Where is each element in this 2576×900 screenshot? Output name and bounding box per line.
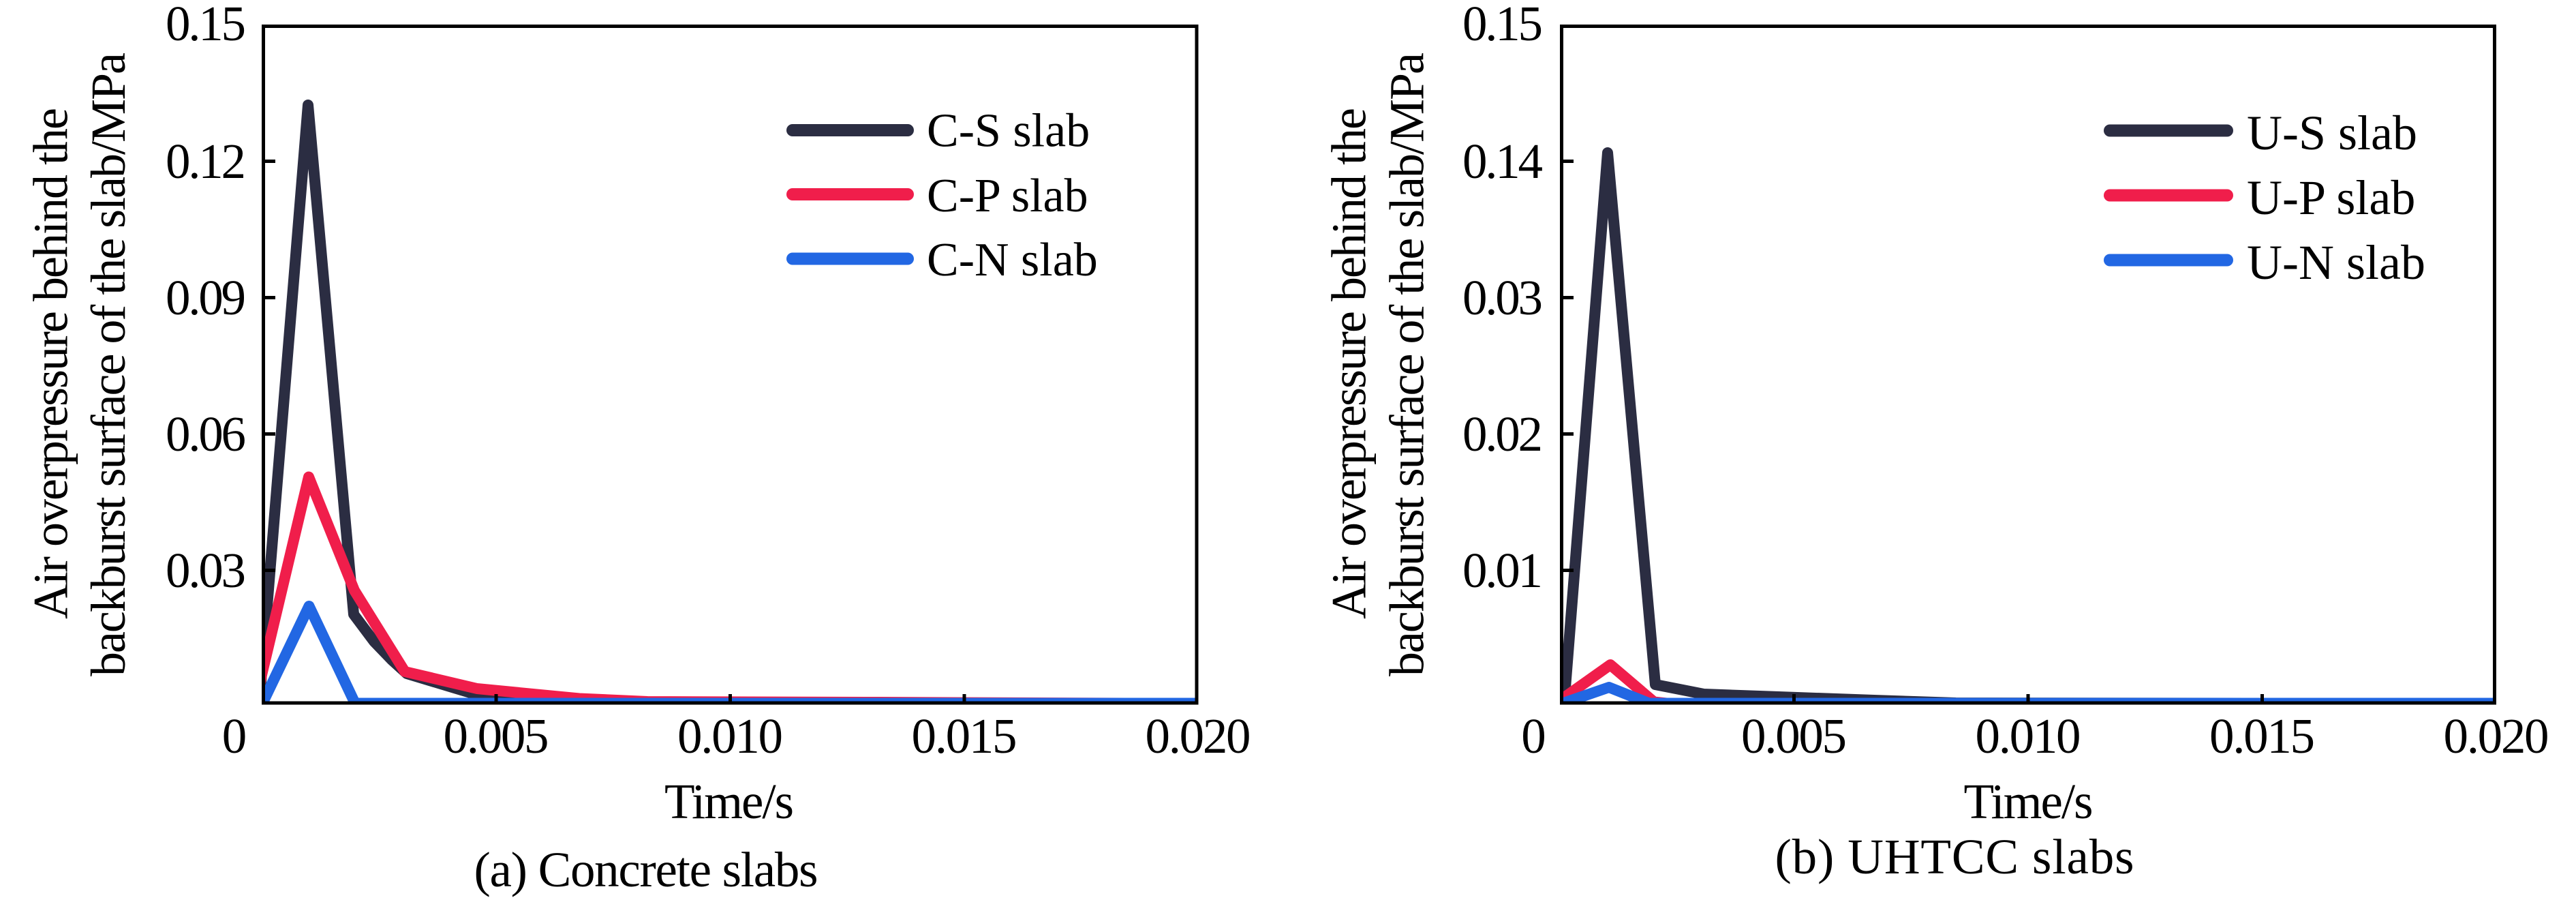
svg-text:0.12: 0.12 [166, 134, 246, 189]
svg-text:C-N slab: C-N slab [927, 234, 1098, 286]
svg-text:C-S slab: C-S slab [927, 105, 1090, 158]
svg-text:0.14: 0.14 [1462, 134, 1543, 189]
svg-text:0.15: 0.15 [1462, 0, 1543, 51]
svg-text:0.020: 0.020 [1146, 708, 1251, 764]
svg-text:0.01: 0.01 [1462, 543, 1543, 598]
svg-text:0.06: 0.06 [166, 406, 246, 462]
svg-text:0.03: 0.03 [1462, 270, 1543, 325]
svg-text:backburst surface of the slab/: backburst surface of the slab/MPa [81, 52, 136, 676]
svg-text:U-P slab: U-P slab [2247, 170, 2415, 225]
svg-text:C-P slab: C-P slab [927, 170, 1088, 222]
svg-text:Time/s: Time/s [1964, 774, 2094, 829]
svg-text:0.010: 0.010 [1976, 708, 2081, 764]
svg-text:0.010: 0.010 [677, 708, 783, 764]
svg-text:0.09: 0.09 [166, 270, 246, 325]
svg-text:0.02: 0.02 [1462, 406, 1543, 462]
svg-text:U-S slab: U-S slab [2247, 106, 2417, 160]
svg-text:0.020: 0.020 [2444, 708, 2549, 764]
svg-text:(a) Concrete slabs: (a) Concrete slabs [474, 842, 818, 897]
svg-text:Time/s: Time/s [664, 774, 794, 829]
svg-text:U-N slab: U-N slab [2247, 235, 2425, 290]
svg-text:0.015: 0.015 [2209, 708, 2315, 764]
svg-text:0.015: 0.015 [912, 708, 1017, 764]
svg-text:0.03: 0.03 [166, 543, 246, 598]
svg-text:Air overpressure behind the: Air overpressure behind the [1322, 108, 1377, 619]
svg-text:0.15: 0.15 [166, 0, 246, 51]
svg-text:0: 0 [1521, 708, 1546, 764]
svg-text:0.005: 0.005 [1741, 708, 1847, 764]
svg-text:(b) UHTCC slabs: (b) UHTCC slabs [1775, 829, 2134, 884]
svg-text:Air overpressure behind the: Air overpressure behind the [24, 108, 78, 619]
svg-text:0: 0 [222, 708, 247, 764]
svg-text:0.005: 0.005 [444, 708, 549, 764]
svg-text:backburst surface of the slab/: backburst surface of the slab/MPa [1380, 52, 1435, 676]
